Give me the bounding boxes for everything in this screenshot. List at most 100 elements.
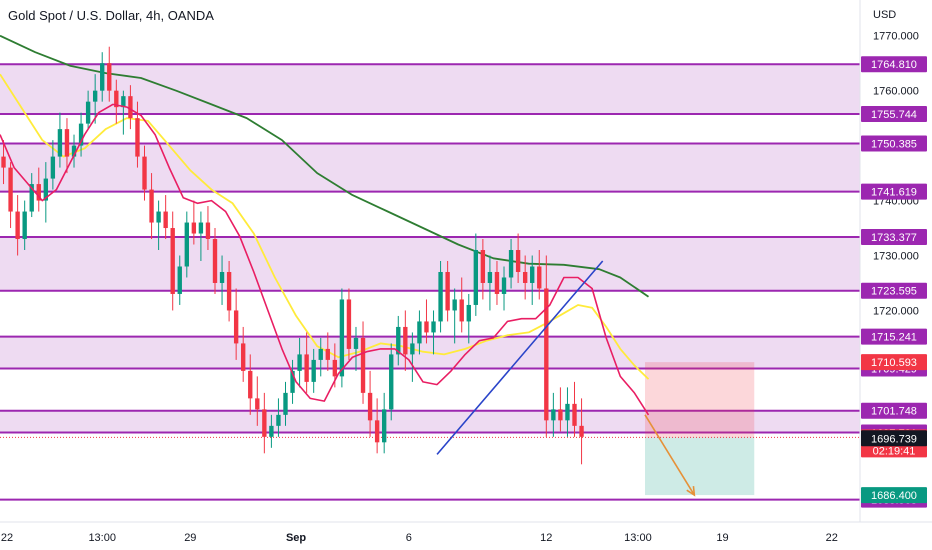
x-tick-label: 22: [1, 532, 13, 544]
candle-body: [36, 184, 41, 201]
candle-body: [325, 348, 330, 360]
candle-body: [149, 189, 154, 223]
level-badge-bg: [861, 282, 927, 299]
price-badge-bg: [861, 487, 927, 504]
candle-body: [78, 123, 84, 146]
price-badge-label: 1710.593: [871, 357, 917, 369]
candle-body: [170, 228, 175, 294]
candle-body: [537, 266, 542, 289]
x-tick-label: 6: [406, 532, 412, 544]
level-badge-bg: [861, 135, 927, 152]
candle-body: [346, 299, 352, 349]
level-badge-label: 1715.241: [871, 332, 917, 344]
supply-demand-zone: [0, 64, 860, 115]
price-axis-bg: [860, 0, 932, 550]
x-tick-label: Sep: [286, 532, 306, 544]
candle-body: [43, 178, 49, 201]
level-badge-label: 1741.619: [871, 187, 917, 199]
level-badge-label: 1733.377: [871, 232, 917, 244]
x-tick-label: 19: [716, 532, 728, 544]
candle-body: [121, 96, 126, 108]
candle-body: [248, 370, 253, 399]
candle-body: [198, 222, 204, 234]
level-badge-bg: [861, 56, 927, 73]
candle-body: [438, 271, 443, 322]
level-badge-bg: [861, 402, 927, 419]
candle-body: [374, 420, 380, 443]
candle-body: [551, 409, 556, 421]
candle-body: [297, 354, 302, 371]
candle-body: [381, 409, 387, 443]
y-tick-label: 1760.000: [873, 86, 919, 98]
candle-body: [494, 271, 500, 294]
candle-body: [417, 321, 422, 344]
price-badge-label: 1686.400: [871, 490, 917, 502]
candle-body: [522, 271, 528, 283]
candle-body: [114, 90, 119, 108]
level-badge-label: 1701.748: [871, 406, 917, 418]
candle-body: [262, 409, 267, 437]
candle-body: [276, 414, 281, 426]
candle-body: [431, 321, 436, 333]
candle-body: [142, 156, 147, 190]
candle-body: [85, 101, 91, 124]
candle-body: [8, 167, 13, 212]
candle-body: [311, 359, 316, 382]
level-badge-bg: [861, 106, 927, 123]
y-tick-label: 1770.000: [873, 31, 919, 43]
stop-loss-zone: [645, 362, 755, 438]
x-tick-label: 13:00: [624, 532, 652, 544]
candle-body: [226, 271, 232, 311]
price-badge-countdown: 02:19:41: [873, 445, 916, 457]
candle-body: [424, 321, 429, 333]
level-badge-label: 1755.744: [871, 109, 917, 121]
price-badge-bg: [861, 430, 927, 447]
candle-body: [283, 392, 288, 415]
x-tick-label: 22: [826, 532, 838, 544]
candle-body: [191, 222, 197, 234]
candle-body: [71, 145, 77, 157]
candle-body: [459, 299, 464, 322]
price-badge-label: 1696.739: [871, 433, 917, 445]
x-tick-label: 29: [184, 532, 196, 544]
candle-body: [360, 337, 366, 393]
candle-body: [177, 266, 182, 294]
candle-body: [501, 277, 507, 294]
candle-body: [318, 348, 323, 360]
candle-body: [22, 211, 27, 240]
candle-body: [410, 343, 415, 355]
candle-body: [389, 354, 394, 410]
price-badge-bg: [861, 354, 927, 371]
level-badge-bg: [861, 328, 927, 345]
candle-body: [530, 266, 535, 283]
candle-body: [565, 403, 570, 421]
x-tick-label: 12: [540, 532, 552, 544]
candle-body: [57, 129, 63, 157]
x-tick-label: 13:00: [88, 532, 116, 544]
candle-body: [107, 63, 112, 91]
candle-body: [184, 222, 189, 267]
candle-body: [339, 299, 345, 377]
candle-body: [50, 156, 56, 179]
take-profit-zone: [645, 437, 755, 496]
y-tick-label: 1730.000: [873, 251, 919, 263]
candle-body: [205, 222, 211, 240]
chart-title: Gold Spot / U.S. Dollar, 4h, OANDA: [8, 8, 214, 23]
projection-arrow-line: [644, 414, 696, 496]
candle-body: [473, 250, 479, 305]
candle-body: [487, 271, 493, 283]
level-badge-bg: [861, 183, 927, 200]
candle-body: [480, 250, 486, 283]
candle-body: [212, 239, 218, 283]
candle-body: [1, 156, 6, 168]
candle-body: [269, 425, 274, 437]
level-badge-bg: [861, 228, 927, 245]
candle-body: [255, 398, 260, 410]
candle-body: [156, 211, 161, 223]
level-badge-label: 1750.385: [871, 138, 917, 150]
sma-200-line: [0, 34, 650, 298]
supply-demand-zone: [0, 143, 860, 192]
candle-body: [396, 326, 401, 355]
